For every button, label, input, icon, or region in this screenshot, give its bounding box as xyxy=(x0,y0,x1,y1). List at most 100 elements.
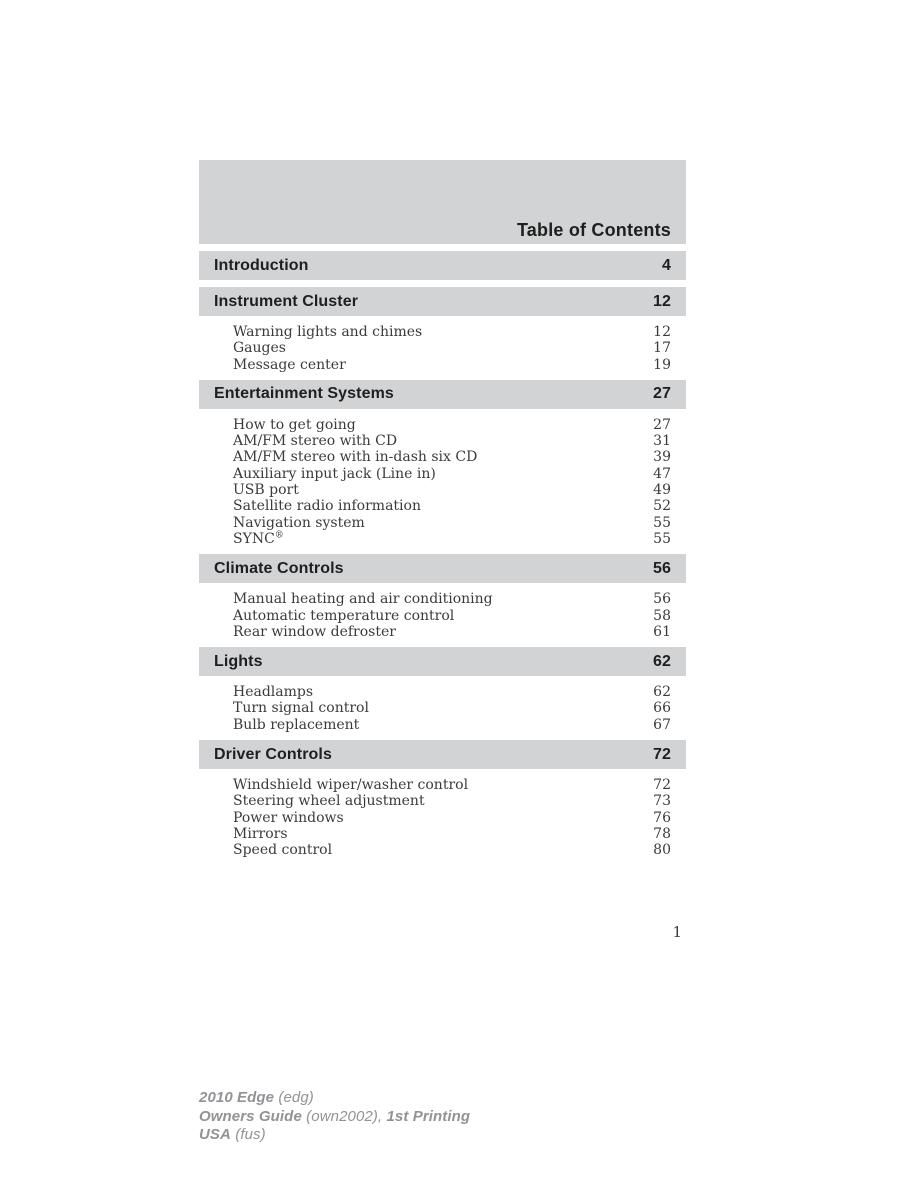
toc-entry-title: Gauges xyxy=(233,340,286,357)
toc-entry-page-number: 62 xyxy=(653,684,671,701)
toc-entry-page-number: 66 xyxy=(653,700,671,717)
toc-entry-page-number: 19 xyxy=(653,356,671,373)
toc-entry-page-number: 49 xyxy=(653,482,671,499)
registered-trademark-symbol: ® xyxy=(274,530,284,541)
section-title: Driver Controls xyxy=(214,745,332,763)
toc-entry-title: Navigation system xyxy=(233,514,365,531)
toc-section: Driver Controls 72 Windshield wiper/washer… xyxy=(199,740,686,858)
toc-subitem-list: Windshield wiper/washer control 72 Steerin… xyxy=(199,769,686,858)
toc-section-bar: Climate Controls 56 xyxy=(199,554,686,584)
toc-section: Climate Controls 56 Manual heating and air… xyxy=(199,554,686,640)
toc-entry-page-number: 39 xyxy=(653,449,671,466)
footer-text-segment: USA xyxy=(199,1126,231,1144)
section-page-number: 4 xyxy=(662,256,671,274)
toc-entry: SYNC® 55 xyxy=(233,531,671,547)
section-title: Instrument Cluster xyxy=(214,292,359,310)
toc-entry: Message center 19 xyxy=(233,357,671,373)
toc-entry-title: Automatic temperature control xyxy=(233,607,455,624)
footer-line: USA (fus) xyxy=(199,1126,470,1145)
toc-entry-page-number: 55 xyxy=(653,514,671,531)
toc-entry: Headlamps 62 xyxy=(233,684,671,700)
toc-entry-title: Warning lights and chimes xyxy=(233,324,423,340)
toc-entry: Rear window defroster 61 xyxy=(233,624,671,640)
toc-entry: Automatic temperature control 58 xyxy=(233,608,671,624)
toc-entry-page-number: 80 xyxy=(653,842,671,859)
section-page-number: 72 xyxy=(653,745,671,763)
toc-section-bar: Lights 62 xyxy=(199,647,686,677)
footer-line: Owners Guide (own2002), 1st Printing xyxy=(199,1108,470,1127)
toc-entry-page-number: 56 xyxy=(653,591,671,608)
toc-entry-title: Windshield wiper/washer control xyxy=(233,777,469,794)
toc-section-bar: Entertainment Systems 27 xyxy=(199,379,686,409)
toc-entry-title: Manual heating and air conditioning xyxy=(233,591,493,608)
section-page-number: 62 xyxy=(653,652,671,670)
footer-text-segment: (fus) xyxy=(230,1126,266,1144)
page-title: Table of Contents xyxy=(516,220,671,240)
toc-entry: Auxiliary input jack (Line in) 47 xyxy=(233,466,671,482)
section-page-number: 12 xyxy=(653,292,671,310)
toc-entry: USB port 49 xyxy=(233,482,671,498)
toc-entry-page-number: 61 xyxy=(653,623,671,640)
toc-entry-page-number: 52 xyxy=(653,498,671,515)
toc-entry-title: Mirrors xyxy=(233,825,288,842)
section-title: Climate Controls xyxy=(214,559,344,577)
toc-entry-title: Auxiliary input jack (Line in) xyxy=(233,465,436,482)
toc-entry-page-number: 78 xyxy=(653,825,671,842)
footer-imprint: 2010 Edge (edg) Owners Guide (own2002), 1… xyxy=(199,1089,470,1145)
toc-section-bar: Introduction 4 xyxy=(199,251,686,280)
toc-entry-page-number: 76 xyxy=(653,809,671,826)
section-page-number: 27 xyxy=(653,385,671,403)
toc-entry-page-number: 55 xyxy=(653,530,671,547)
toc-entry-title: Message center xyxy=(233,356,346,373)
toc-entry-page-number: 73 xyxy=(653,793,671,810)
toc-entry-title: Headlamps xyxy=(233,684,314,701)
toc-entry-page-number: 17 xyxy=(653,340,671,357)
toc-entry-title: USB port xyxy=(233,482,299,499)
toc-entry: Gauges 17 xyxy=(233,340,671,356)
toc-entry: Satellite radio information 52 xyxy=(233,498,671,514)
toc-section-bar: Instrument Cluster 12 xyxy=(199,287,686,316)
footer-text-segment: (edg) xyxy=(274,1089,314,1106)
toc-section: Entertainment Systems 27 How to get going 2… xyxy=(199,379,686,547)
table-of-contents: Table of Contents Introduction 4 Instrumen… xyxy=(199,160,686,859)
toc-entry-title: Turn signal control xyxy=(233,700,369,717)
toc-entry: Turn signal control 66 xyxy=(233,700,671,716)
toc-entry: Power windows 76 xyxy=(233,810,671,826)
section-title: Lights xyxy=(214,652,263,670)
toc-section-bar: Driver Controls 72 xyxy=(199,740,686,770)
section-page-number: 56 xyxy=(653,559,671,577)
toc-entry: Speed control 80 xyxy=(233,842,671,858)
toc-entry-title: Power windows xyxy=(233,809,344,826)
toc-section: Introduction 4 xyxy=(199,251,686,280)
toc-entry-title: AM/FM stereo with in-dash six CD xyxy=(233,449,478,466)
footer-text-segment: Owners Guide xyxy=(199,1107,302,1125)
section-title: Entertainment Systems xyxy=(214,385,394,403)
footer-line: 2010 Edge (edg) xyxy=(199,1089,470,1108)
toc-header-block: Table of Contents xyxy=(199,160,686,244)
footer-text-segment: 2010 Edge xyxy=(199,1089,275,1106)
toc-entry-page-number: 72 xyxy=(653,777,671,794)
toc-section: Instrument Cluster 12 Warning lights and c… xyxy=(199,287,686,373)
footer-text-segment: 1st Printing xyxy=(382,1107,471,1125)
toc-entry: AM/FM stereo with CD 31 xyxy=(233,433,671,449)
toc-entry-title: Bulb replacement xyxy=(233,716,360,733)
toc-entry-page-number: 31 xyxy=(653,433,671,450)
toc-entry-page-number: 67 xyxy=(653,716,671,733)
section-title: Introduction xyxy=(214,256,309,274)
toc-sections: Introduction 4 Instrument Cluster 12 Warning… xyxy=(199,251,686,859)
page-number: 1 xyxy=(672,923,682,941)
toc-entry-title: SYNC® xyxy=(233,530,284,547)
toc-entry: Navigation system 55 xyxy=(233,515,671,531)
toc-entry: AM/FM stereo with in-dash six CD 39 xyxy=(233,449,671,465)
toc-subitem-list: Warning lights and chimes 12 Gauges 17 Messa… xyxy=(199,316,686,373)
toc-entry-page-number: 12 xyxy=(653,324,671,340)
footer-text-segment: (own2002), xyxy=(301,1107,383,1125)
toc-entry-page-number: 47 xyxy=(653,465,671,482)
toc-subitem-list: Manual heating and air conditioning 56 Aut… xyxy=(199,583,686,640)
toc-entry-title: Rear window defroster xyxy=(233,623,396,640)
toc-entry: Windshield wiper/washer control 72 xyxy=(233,777,671,793)
toc-entry: Steering wheel adjustment 73 xyxy=(233,793,671,809)
toc-entry-page-number: 58 xyxy=(653,607,671,624)
toc-entry: Mirrors 78 xyxy=(233,826,671,842)
toc-entry: Warning lights and chimes 12 xyxy=(233,324,671,340)
